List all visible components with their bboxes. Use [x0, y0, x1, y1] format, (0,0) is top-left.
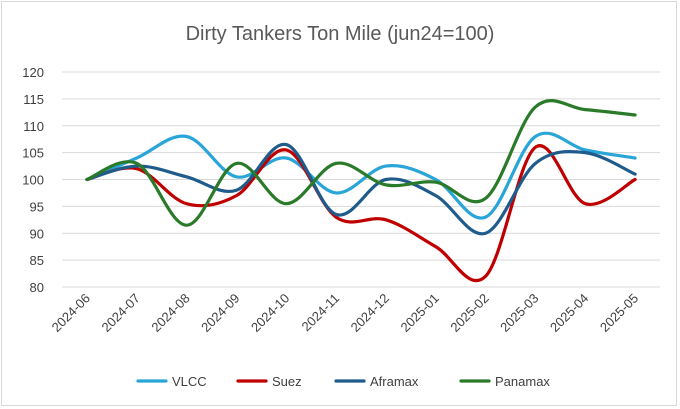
x-tick-label: 2024-11: [299, 291, 343, 335]
x-tick-label: 2024-09: [198, 291, 242, 335]
legend-label: VLCC: [172, 374, 207, 389]
legend-item-panamax: Panamax: [459, 374, 550, 389]
x-tick-label: 2025-05: [597, 291, 641, 335]
x-tick-label: 2025-02: [447, 291, 491, 335]
legend-label: Suez: [272, 374, 302, 389]
series-lines: [85, 99, 637, 283]
y-tick-label: 85: [30, 253, 44, 268]
y-tick-label: 90: [30, 226, 44, 241]
legend-item-suez: Suez: [236, 374, 302, 389]
y-tick-label: 120: [22, 65, 44, 80]
y-tick-labels: 80 85 90 95 100 105 110 115 120: [22, 65, 44, 295]
x-tick-label: 2024-10: [248, 291, 292, 335]
x-tick-label: 2024-07: [99, 291, 143, 335]
chart-title: Dirty Tankers Ton Mile (jun24=100): [186, 23, 495, 45]
legend-item-vlcc: VLCC: [136, 374, 207, 389]
x-tick-label: 2024-12: [348, 291, 392, 335]
legend-label: Aframax: [370, 374, 419, 389]
y-tick-label: 100: [22, 173, 44, 188]
series-line-panamax: [85, 99, 637, 227]
x-tick-label: 2025-04: [547, 291, 591, 335]
y-tick-label: 95: [30, 199, 44, 214]
y-tick-label: 110: [23, 119, 44, 134]
legend: VLCC Suez Aframax Panamax: [136, 374, 550, 389]
y-tick-label: 80: [30, 280, 44, 295]
y-tick-label: 115: [23, 92, 44, 107]
x-tick-label: 2024-08: [148, 291, 192, 335]
x-tick-label: 2024-06: [49, 291, 93, 335]
x-tick-labels: 2024-06 2024-07 2024-08 2024-09 2024-10 2024-…: [49, 291, 642, 335]
x-tick-label: 2025-01: [398, 291, 442, 335]
y-tick-label: 105: [22, 146, 44, 161]
legend-item-aframax: Aframax: [334, 374, 419, 389]
x-tick-label: 2025-03: [497, 291, 541, 335]
series-line-suez: [85, 144, 637, 283]
series-line-aframax: [85, 142, 637, 236]
legend-label: Panamax: [495, 374, 550, 389]
series-line-vlcc: [85, 131, 637, 220]
